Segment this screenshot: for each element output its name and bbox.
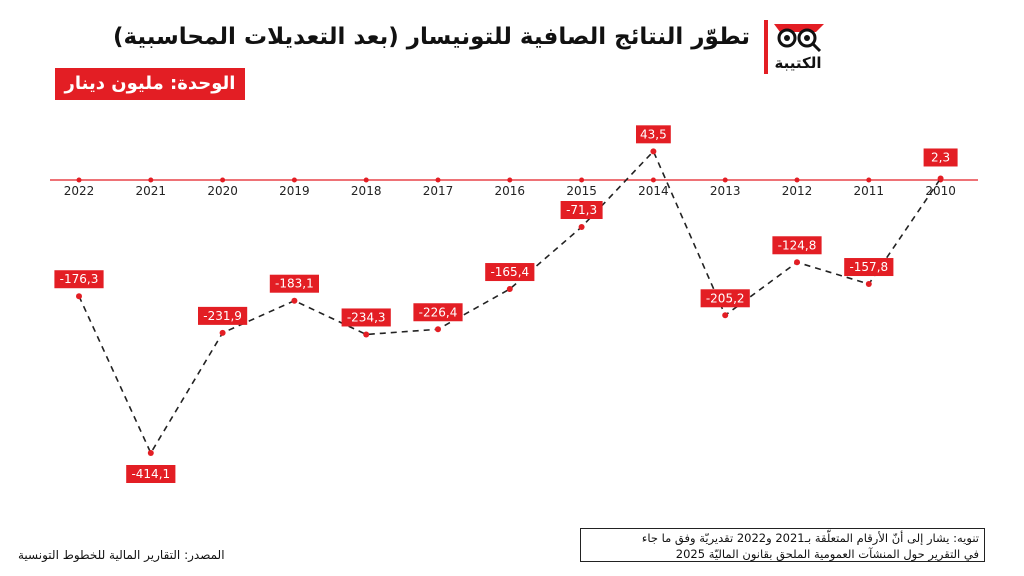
data-label: -226,4 xyxy=(419,305,458,319)
data-label: -414,1 xyxy=(131,467,170,481)
axis-tick xyxy=(435,177,441,183)
data-label-box xyxy=(485,263,535,282)
data-label: -231,9 xyxy=(203,309,242,323)
data-point xyxy=(650,148,657,155)
axis-tick xyxy=(76,177,82,183)
axis-tick xyxy=(291,177,297,183)
footnote-box: تنويه: يشار إلى أنّ الأرقام المتعلّقة بـ… xyxy=(580,528,985,562)
data-point xyxy=(937,175,944,182)
data-point xyxy=(291,297,298,304)
data-label: -165,4 xyxy=(490,265,529,279)
data-label: -183,1 xyxy=(275,277,314,291)
data-label-box xyxy=(700,289,750,308)
data-label-box xyxy=(269,274,319,293)
data-label: -176,3 xyxy=(60,272,99,286)
x-tick-label: 2015 xyxy=(566,184,597,198)
logo-bar xyxy=(764,20,768,74)
data-label-box xyxy=(126,465,176,483)
data-label-box xyxy=(772,236,822,255)
axis-tick xyxy=(148,177,154,183)
data-point xyxy=(578,224,585,231)
data-label-box xyxy=(54,270,104,289)
data-point xyxy=(147,450,154,456)
data-point xyxy=(363,331,370,338)
footnote-line-2: في التقرير حول المنشآت العمومية الملحق ب… xyxy=(675,547,979,561)
axis-tick xyxy=(650,177,656,183)
unit-label: الوحدة: مليون دينار xyxy=(55,68,245,100)
axis-tick xyxy=(363,177,369,183)
data-point xyxy=(76,293,82,300)
axis-tick xyxy=(794,177,800,183)
source-text: المصدر: التقارير المالية للخطوط التونسية xyxy=(18,548,225,562)
data-point xyxy=(506,286,513,293)
axis-tick xyxy=(507,177,513,183)
x-tick-label: 2010 xyxy=(925,184,956,198)
data-label: -124,8 xyxy=(778,238,817,252)
brand-name: الكتيبة xyxy=(774,54,822,72)
data-point xyxy=(865,281,872,288)
x-tick-label: 2019 xyxy=(279,184,310,198)
data-label: 2,3 xyxy=(931,150,950,164)
x-tick-label: 2012 xyxy=(782,184,813,198)
data-point xyxy=(722,312,729,319)
data-label: -71,3 xyxy=(566,203,597,217)
axis-tick xyxy=(220,177,226,183)
data-label-box xyxy=(341,308,391,327)
data-label-box xyxy=(923,148,958,167)
data-label: -234,3 xyxy=(347,310,386,324)
x-tick-label: 2020 xyxy=(207,184,238,198)
data-label: -205,2 xyxy=(706,291,745,305)
x-tick-label: 2016 xyxy=(495,184,526,198)
x-tick-label: 2017 xyxy=(423,184,454,198)
x-tick-label: 2011 xyxy=(854,184,885,198)
x-tick-label: 2018 xyxy=(351,184,382,198)
x-tick-label: 2013 xyxy=(710,184,741,198)
brand-logo: الكتيبة xyxy=(760,14,826,80)
eyeglasses-icon xyxy=(774,24,824,53)
x-tick-label: 2022 xyxy=(64,184,95,198)
data-label: 43,5 xyxy=(640,127,667,141)
data-label-box xyxy=(413,303,463,322)
x-tick-label: 2014 xyxy=(638,184,669,198)
data-label-box xyxy=(844,258,894,277)
data-label: -157,8 xyxy=(849,260,888,274)
data-label-box xyxy=(198,306,248,325)
data-label-box xyxy=(636,125,671,144)
footnote-line-1: تنويه: يشار إلى أنّ الأرقام المتعلّقة بـ… xyxy=(641,531,979,545)
chart-title: تطوّر النتائج الصافية للتونيسار (بعد الت… xyxy=(112,24,750,50)
data-point xyxy=(435,326,441,333)
x-tick-label: 2021 xyxy=(136,184,167,198)
axis-tick xyxy=(722,177,728,183)
data-point xyxy=(219,329,226,336)
data-label-box xyxy=(560,201,603,220)
data-point xyxy=(794,259,800,266)
axis-tick xyxy=(579,177,585,183)
axis-tick xyxy=(866,177,872,183)
